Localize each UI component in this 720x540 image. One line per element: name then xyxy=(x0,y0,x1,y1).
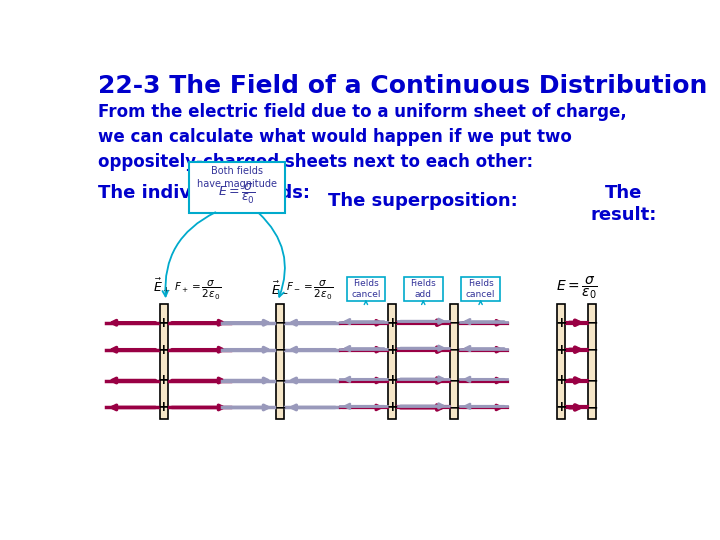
Text: Fields
cancel: Fields cancel xyxy=(466,279,495,299)
Text: −: − xyxy=(586,374,598,388)
Bar xyxy=(557,303,565,419)
Text: −: − xyxy=(586,343,598,357)
Text: The superposition:: The superposition: xyxy=(328,192,518,210)
Text: $F_+ = \dfrac{\sigma}{2\varepsilon_0}$: $F_+ = \dfrac{\sigma}{2\varepsilon_0}$ xyxy=(174,279,222,302)
Text: +: + xyxy=(387,401,398,415)
Text: +: + xyxy=(555,374,567,388)
Text: −: − xyxy=(274,316,286,330)
Bar xyxy=(160,303,168,419)
Text: +: + xyxy=(387,316,398,330)
Text: +: + xyxy=(158,401,169,415)
Text: +: + xyxy=(555,343,567,357)
Text: +: + xyxy=(158,316,169,330)
Text: −: − xyxy=(449,401,460,415)
Text: The individual fields:: The individual fields: xyxy=(98,184,310,202)
Text: −: − xyxy=(449,374,460,388)
Text: +: + xyxy=(555,401,567,415)
Text: −: − xyxy=(449,343,460,357)
Text: +: + xyxy=(387,343,398,357)
FancyBboxPatch shape xyxy=(462,276,500,301)
Text: −: − xyxy=(586,316,598,330)
Text: The
result:: The result: xyxy=(590,184,657,224)
Text: −: − xyxy=(449,316,460,330)
Bar xyxy=(388,303,396,419)
Text: +: + xyxy=(158,343,169,357)
Bar xyxy=(276,303,284,419)
Text: −: − xyxy=(274,401,286,415)
FancyBboxPatch shape xyxy=(404,276,443,301)
Text: +: + xyxy=(387,374,398,388)
Text: $F_- = \dfrac{\sigma}{2\varepsilon_0}$: $F_- = \dfrac{\sigma}{2\varepsilon_0}$ xyxy=(286,279,333,302)
Text: Both fields
have magnitude: Both fields have magnitude xyxy=(197,166,277,189)
FancyBboxPatch shape xyxy=(346,276,385,301)
Text: Fields
cancel: Fields cancel xyxy=(351,279,381,299)
Text: −: − xyxy=(274,343,286,357)
Text: +: + xyxy=(158,374,169,388)
Bar xyxy=(451,303,458,419)
Text: $\vec{E}_+$: $\vec{E}_+$ xyxy=(153,276,171,296)
Text: From the electric field due to a uniform sheet of charge,
we can calculate what : From the electric field due to a uniform… xyxy=(98,103,626,171)
Text: +: + xyxy=(555,316,567,330)
FancyBboxPatch shape xyxy=(189,162,285,213)
Text: Fields
add: Fields add xyxy=(410,279,436,299)
Text: −: − xyxy=(586,401,598,415)
Text: $E = \dfrac{\sigma}{\varepsilon_0}$: $E = \dfrac{\sigma}{\varepsilon_0}$ xyxy=(218,182,256,206)
Text: 22-3 The Field of a Continuous Distribution: 22-3 The Field of a Continuous Distribut… xyxy=(98,74,707,98)
Bar xyxy=(588,303,596,419)
Text: $\vec{E}_-$: $\vec{E}_-$ xyxy=(271,281,289,296)
Text: −: − xyxy=(274,374,286,388)
Text: $E = \dfrac{\sigma}{\varepsilon_0}$: $E = \dfrac{\sigma}{\varepsilon_0}$ xyxy=(556,274,598,301)
